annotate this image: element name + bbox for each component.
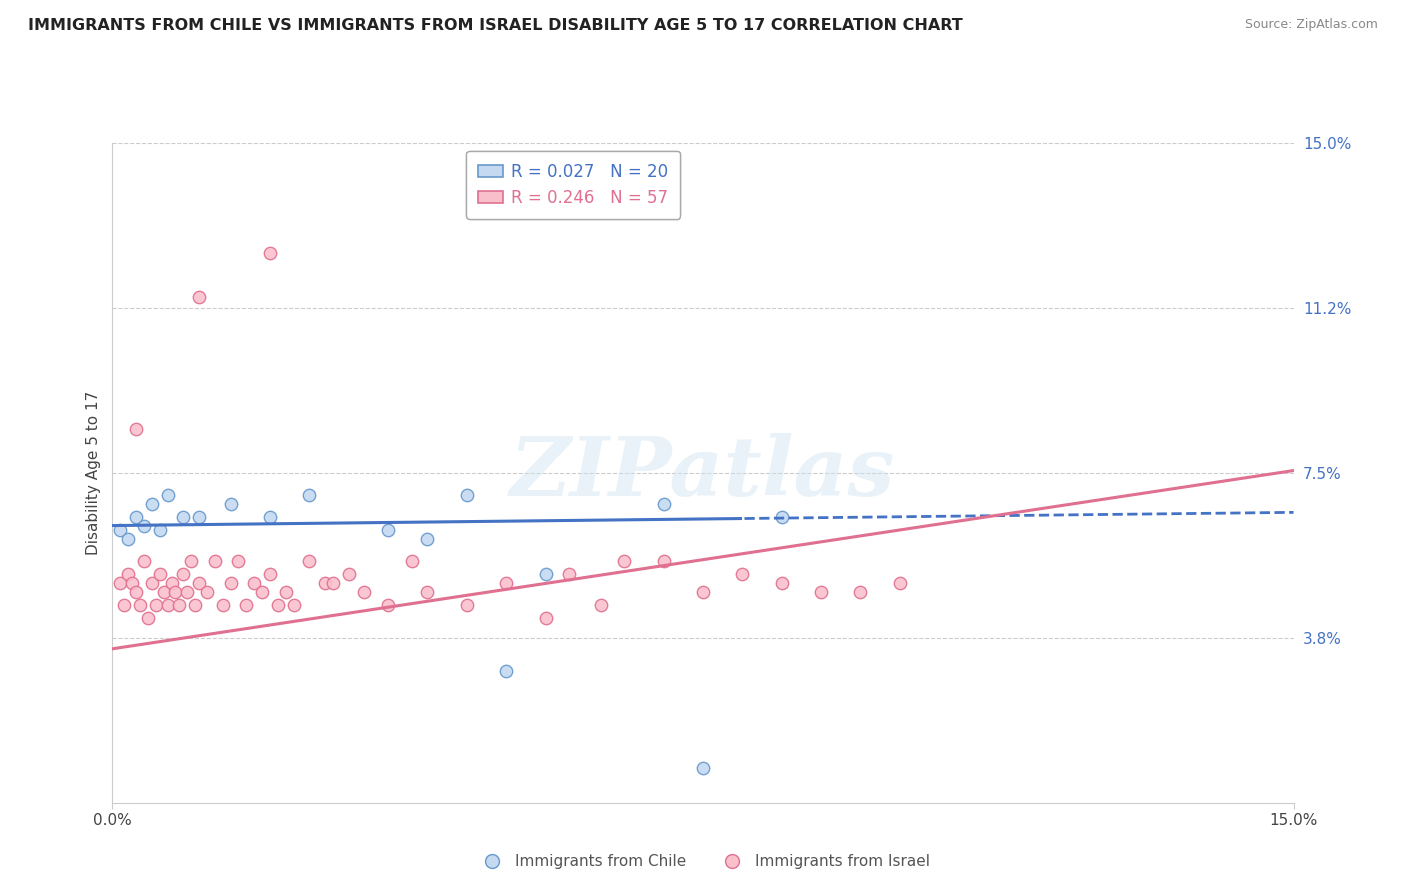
Point [195,584,218,599]
Point [401,554,423,568]
Point [188,509,211,524]
Point [117,566,139,581]
Point [156,598,179,612]
Point [889,575,911,590]
Point [110,523,132,537]
Point [169,598,191,612]
Point [652,497,675,511]
Point [298,488,321,502]
Text: IMMIGRANTS FROM CHILE VS IMMIGRANTS FROM ISRAEL DISABILITY AGE 5 TO 17 CORRELATI: IMMIGRANTS FROM CHILE VS IMMIGRANTS FROM… [28,18,963,33]
Y-axis label: Disability Age 5 to 17: Disability Age 5 to 17 [86,391,101,555]
Point [456,488,478,502]
Point [652,554,675,568]
Point [149,566,172,581]
Point [219,497,242,511]
Point [534,566,557,581]
Point [188,290,211,304]
Point [322,575,344,590]
Point [152,584,174,599]
Point [180,554,202,568]
Point [132,518,155,533]
Point [132,554,155,568]
Point [849,584,872,599]
Point [298,554,321,568]
Point [259,566,281,581]
Point [267,598,290,612]
Point [228,554,250,568]
Point [589,598,612,612]
Point [211,598,233,612]
Point [495,664,517,678]
Point [770,575,793,590]
Point [259,245,281,260]
Point [613,554,636,568]
Point [243,575,266,590]
Point [235,598,257,612]
Text: Source: ZipAtlas.com: Source: ZipAtlas.com [1244,18,1378,31]
Point [692,761,714,775]
Point [204,554,226,568]
Point [219,575,242,590]
Point [184,598,207,612]
Point [172,566,194,581]
Point [176,584,198,599]
Point [456,598,478,612]
Point [274,584,297,599]
Point [810,584,832,599]
Point [377,598,399,612]
Point [125,509,148,524]
Point [125,584,148,599]
Point [692,584,714,599]
Point [160,575,183,590]
Point [136,611,159,625]
Point [283,598,305,612]
Point [149,523,172,537]
Point [141,497,163,511]
Point [121,575,143,590]
Text: ZIPatlas: ZIPatlas [510,433,896,513]
Point [314,575,336,590]
Point [141,575,163,590]
Legend: Immigrants from Chile, Immigrants from Israel: Immigrants from Chile, Immigrants from I… [470,848,936,875]
Point [495,575,517,590]
Point [377,523,399,537]
Point [125,422,148,436]
Point [188,575,211,590]
Point [259,509,281,524]
Point [250,584,273,599]
Point [534,611,557,625]
Point [117,532,139,546]
Point [416,532,439,546]
Point [129,598,152,612]
Point [165,584,187,599]
Point [110,575,132,590]
Point [558,566,581,581]
Legend: R = 0.027   N = 20, R = 0.246   N = 57: R = 0.027 N = 20, R = 0.246 N = 57 [467,151,681,219]
Point [731,566,754,581]
Point [770,509,793,524]
Point [416,584,439,599]
Point [112,598,135,612]
Point [337,566,360,581]
Point [156,488,179,502]
Point [145,598,167,612]
Point [172,509,194,524]
Point [353,584,375,599]
